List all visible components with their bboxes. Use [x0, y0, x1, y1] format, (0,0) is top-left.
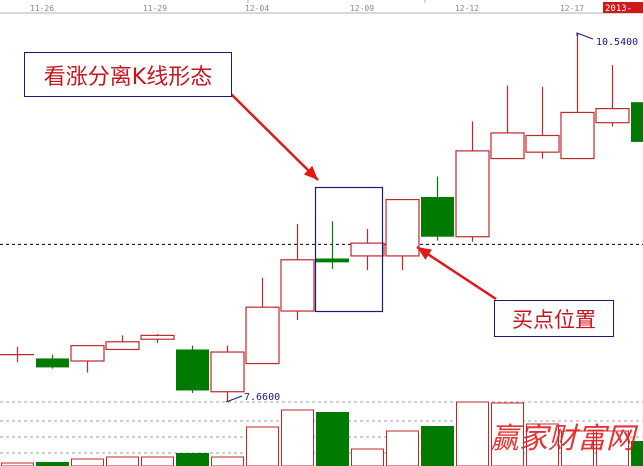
volume-bar: [141, 456, 174, 466]
candle-body: [210, 351, 245, 393]
candle-body: [176, 349, 209, 391]
candle-body: [36, 358, 69, 368]
pattern-annotation-text: 看涨分离K线形态: [43, 64, 213, 90]
candle-body: [245, 306, 280, 365]
volume-bar: [211, 456, 244, 466]
candle-body: [385, 198, 420, 257]
candle: [595, 65, 630, 127]
candle: [245, 277, 280, 365]
date-tick-label: 11-26: [30, 4, 54, 13]
low-label-pointer: [225, 395, 243, 403]
candle-body: [140, 334, 175, 340]
date-tick-label: 11-29: [143, 4, 167, 13]
candle: [105, 335, 140, 351]
candle: [455, 121, 490, 242]
volume-bar: [36, 462, 69, 466]
pattern-arrow-head: [303, 165, 318, 180]
candle: [280, 223, 315, 321]
volume-bar: [596, 430, 629, 466]
candle-body: [105, 341, 140, 351]
pattern-arrow: [230, 93, 319, 181]
low-price-label: 7.6600: [244, 392, 280, 403]
candle: [210, 345, 245, 402]
volume-bar: [1, 462, 34, 466]
candle-body: [595, 107, 630, 124]
candle-body: [631, 102, 643, 142]
date-tick-label: 12-09: [350, 4, 374, 13]
candle: [0, 346, 34, 363]
volume-bar: [561, 430, 594, 466]
candle: [421, 176, 454, 241]
volume-bar: [176, 453, 209, 466]
date-tick-label: 12-04: [245, 4, 269, 13]
buy-point-arrow: [416, 245, 497, 301]
volume-bar: [491, 402, 524, 466]
candle-body: [525, 134, 560, 153]
pattern-annotation-box: 看涨分离K线形态: [24, 52, 232, 97]
candle-body: [421, 197, 454, 237]
candle: [490, 85, 525, 160]
date-tick-label: 12-17: [560, 4, 584, 13]
date-tick-label: 12-12: [455, 4, 479, 13]
candle: [385, 198, 420, 271]
pattern-highlight-box: [314, 186, 384, 313]
candle: [560, 33, 595, 160]
volume-bar: [456, 401, 489, 466]
candle: [316, 221, 349, 269]
watermark: 赢家财富网: [490, 421, 636, 455]
candle-body: [70, 345, 105, 362]
buy-point-annotation-box: 买点位置: [494, 300, 614, 337]
volume-bar: [386, 430, 419, 466]
volume-bar: [281, 409, 314, 466]
volume-bar: [421, 426, 454, 466]
buy-point-arrow-head: [417, 247, 432, 260]
candle: [140, 334, 175, 344]
candle: [350, 229, 385, 271]
volume-bar: [631, 441, 643, 466]
candle: [70, 345, 105, 373]
candle-body: [280, 259, 315, 312]
candle-body: [316, 258, 349, 263]
volume-bar: [316, 412, 349, 466]
candle-body: [560, 111, 595, 160]
volume-bar: [106, 456, 139, 466]
candle: [525, 86, 560, 159]
candle: [176, 345, 209, 394]
volume-bar: [71, 458, 104, 466]
candle: [631, 102, 643, 142]
buy-point-annotation-text: 买点位置: [512, 307, 596, 332]
year-tag: 2013-: [605, 4, 632, 14]
candle-body: [350, 242, 385, 257]
high-price-label: 10.5400: [596, 37, 638, 48]
candle-body: [490, 132, 525, 160]
volume-bar: [526, 423, 559, 466]
high-label-pointer: [576, 32, 594, 40]
year-tag-bg: [603, 2, 643, 13]
candle: [36, 354, 69, 369]
volume-bar: [246, 426, 279, 466]
candle-body: [455, 150, 490, 238]
volume-bar: [351, 448, 384, 466]
